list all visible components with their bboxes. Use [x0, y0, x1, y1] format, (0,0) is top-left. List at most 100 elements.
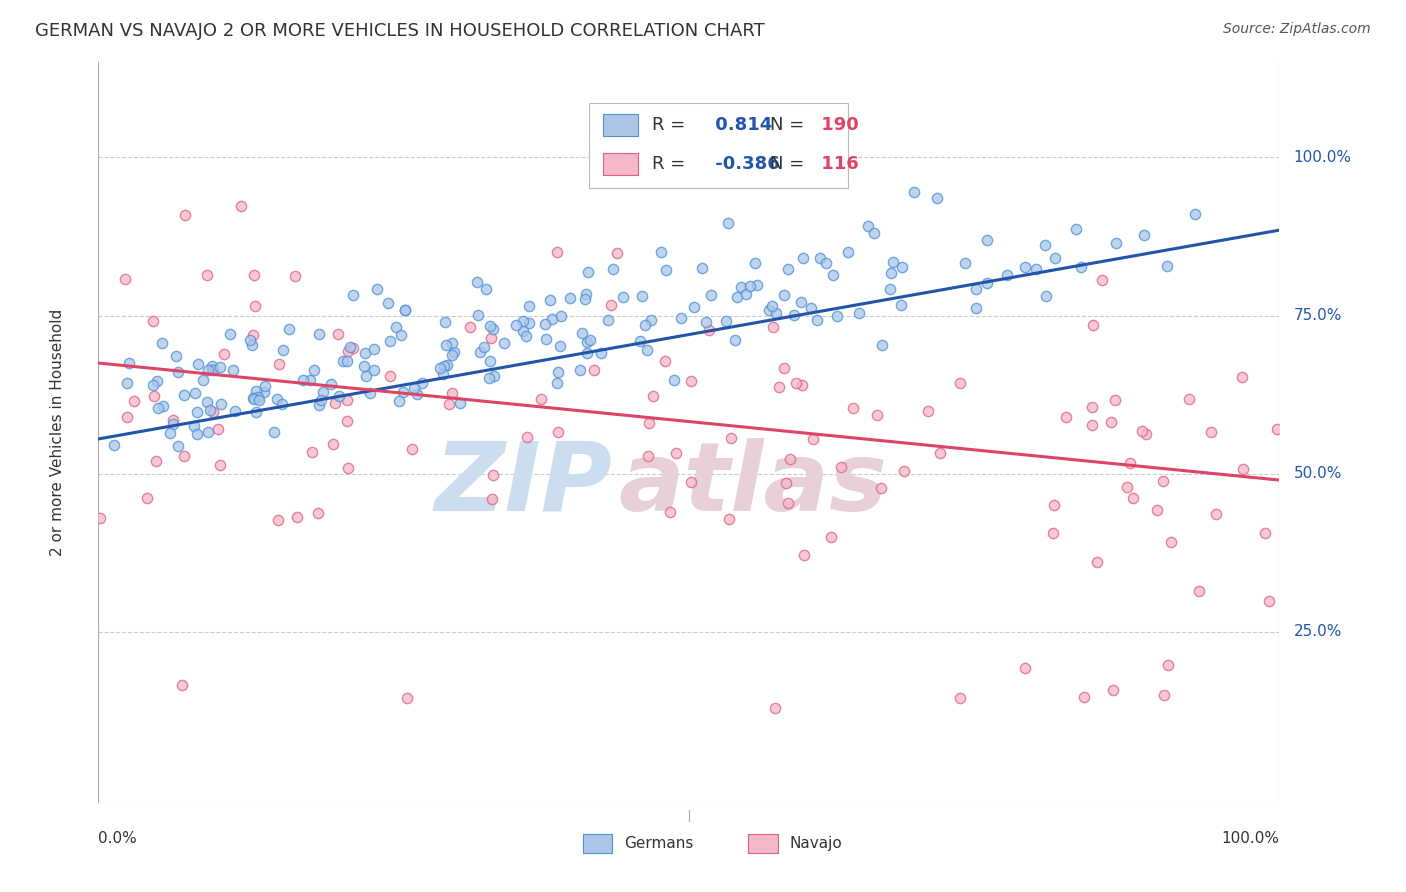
Point [695, 315, 717, 329]
Point [546, 376, 568, 390]
Point [135, 491, 157, 505]
Point [1184, 207, 1206, 221]
Point [517, 299, 540, 313]
Point [478, 371, 501, 385]
Point [547, 365, 569, 379]
Point [1230, 369, 1253, 384]
Point [243, 268, 266, 283]
Point [1099, 415, 1122, 429]
Point [1054, 409, 1077, 424]
Point [321, 376, 343, 391]
Point [411, 376, 433, 390]
Point [1135, 426, 1157, 441]
Point [208, 360, 231, 375]
Point [669, 310, 692, 325]
Point [198, 403, 221, 417]
Point [219, 327, 242, 342]
Point [917, 404, 939, 418]
Text: Germans: Germans [624, 836, 693, 851]
Point [292, 373, 315, 387]
Point [440, 385, 463, 400]
Point [167, 439, 190, 453]
Text: Source: ZipAtlas.com: Source: ZipAtlas.com [1223, 22, 1371, 37]
Point [1254, 526, 1277, 541]
Point [337, 461, 360, 475]
Point [890, 298, 912, 312]
Point [246, 390, 269, 404]
Point [512, 324, 534, 338]
Point [482, 369, 505, 384]
Text: Navajo: Navajo [789, 836, 842, 851]
Point [224, 404, 246, 418]
Point [541, 312, 564, 326]
Point [152, 399, 174, 413]
Point [734, 287, 756, 301]
Point [285, 510, 308, 524]
Point [893, 464, 915, 478]
FancyBboxPatch shape [603, 153, 638, 175]
Point [976, 276, 998, 290]
Point [638, 417, 661, 431]
Point [574, 292, 596, 306]
Point [201, 363, 224, 377]
Point [479, 318, 502, 333]
Point [1070, 260, 1092, 275]
Point [955, 256, 977, 270]
Point [763, 701, 786, 715]
Point [1025, 261, 1047, 276]
Point [1133, 227, 1156, 242]
Point [467, 308, 489, 322]
Point [1081, 400, 1104, 414]
Point [172, 678, 194, 692]
Point [1232, 462, 1254, 476]
Point [650, 244, 672, 259]
Point [856, 219, 879, 234]
Point [122, 394, 145, 409]
Point [474, 282, 496, 296]
Point [628, 334, 651, 348]
Text: 100.0%: 100.0% [1294, 150, 1351, 165]
Point [866, 408, 889, 422]
Point [434, 338, 457, 352]
Point [821, 268, 844, 282]
Point [353, 359, 375, 374]
Point [479, 354, 502, 368]
Point [534, 332, 557, 346]
Point [242, 327, 264, 342]
Point [212, 347, 235, 361]
Point [89, 511, 111, 525]
Point [401, 442, 423, 456]
Point [1115, 480, 1137, 494]
Text: N =: N = [770, 116, 804, 135]
Point [949, 691, 972, 706]
Point [308, 398, 330, 412]
Point [1073, 690, 1095, 704]
Point [187, 357, 209, 371]
Point [322, 437, 344, 451]
Point [700, 287, 723, 301]
Point [481, 492, 503, 507]
Point [682, 300, 704, 314]
Point [142, 378, 165, 392]
Point [1035, 289, 1057, 303]
Point [636, 343, 658, 357]
Point [396, 691, 419, 706]
Point [633, 318, 655, 332]
Point [745, 277, 768, 292]
Point [436, 358, 458, 372]
Point [825, 309, 848, 323]
Text: 75.0%: 75.0% [1294, 308, 1341, 323]
Point [1157, 658, 1180, 673]
Point [880, 266, 903, 280]
FancyBboxPatch shape [748, 834, 778, 853]
Point [253, 385, 276, 400]
Point [1080, 417, 1102, 432]
Point [965, 301, 987, 315]
Point [328, 326, 350, 341]
Point [336, 354, 359, 368]
Point [245, 299, 267, 313]
Point [730, 280, 752, 294]
Text: -0.386: -0.386 [709, 155, 780, 173]
Point [606, 246, 628, 260]
Point [1146, 502, 1168, 516]
